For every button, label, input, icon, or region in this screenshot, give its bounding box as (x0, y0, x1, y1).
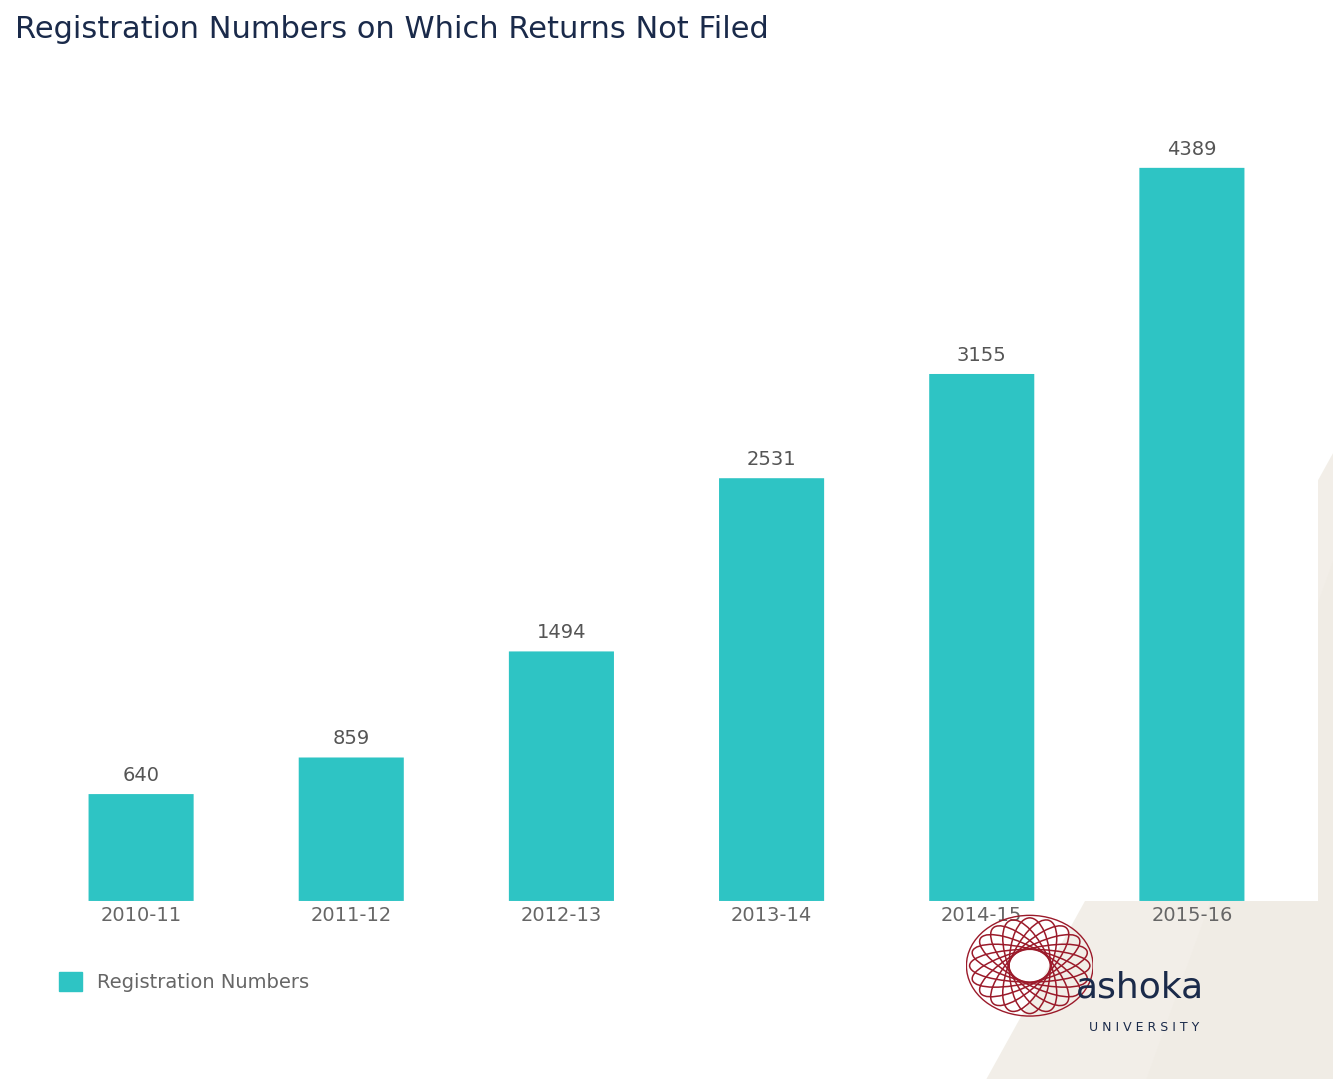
FancyBboxPatch shape (509, 652, 615, 901)
Text: 3155: 3155 (957, 345, 1006, 365)
Text: U N I V E R S I T Y: U N I V E R S I T Y (1089, 1021, 1198, 1034)
Text: 859: 859 (333, 729, 369, 749)
Text: 640: 640 (123, 766, 160, 784)
Legend: Registration Numbers: Registration Numbers (51, 964, 317, 1000)
FancyBboxPatch shape (1140, 168, 1245, 901)
FancyBboxPatch shape (929, 374, 1034, 901)
FancyBboxPatch shape (88, 794, 193, 901)
FancyBboxPatch shape (299, 757, 404, 901)
Text: Registration Numbers on Which Returns Not Filed: Registration Numbers on Which Returns No… (15, 15, 769, 44)
Text: 2531: 2531 (746, 450, 796, 469)
Text: ashoka: ashoka (1076, 970, 1204, 1005)
FancyBboxPatch shape (718, 478, 824, 901)
Text: 1494: 1494 (537, 624, 587, 642)
Text: 4389: 4389 (1168, 139, 1217, 159)
